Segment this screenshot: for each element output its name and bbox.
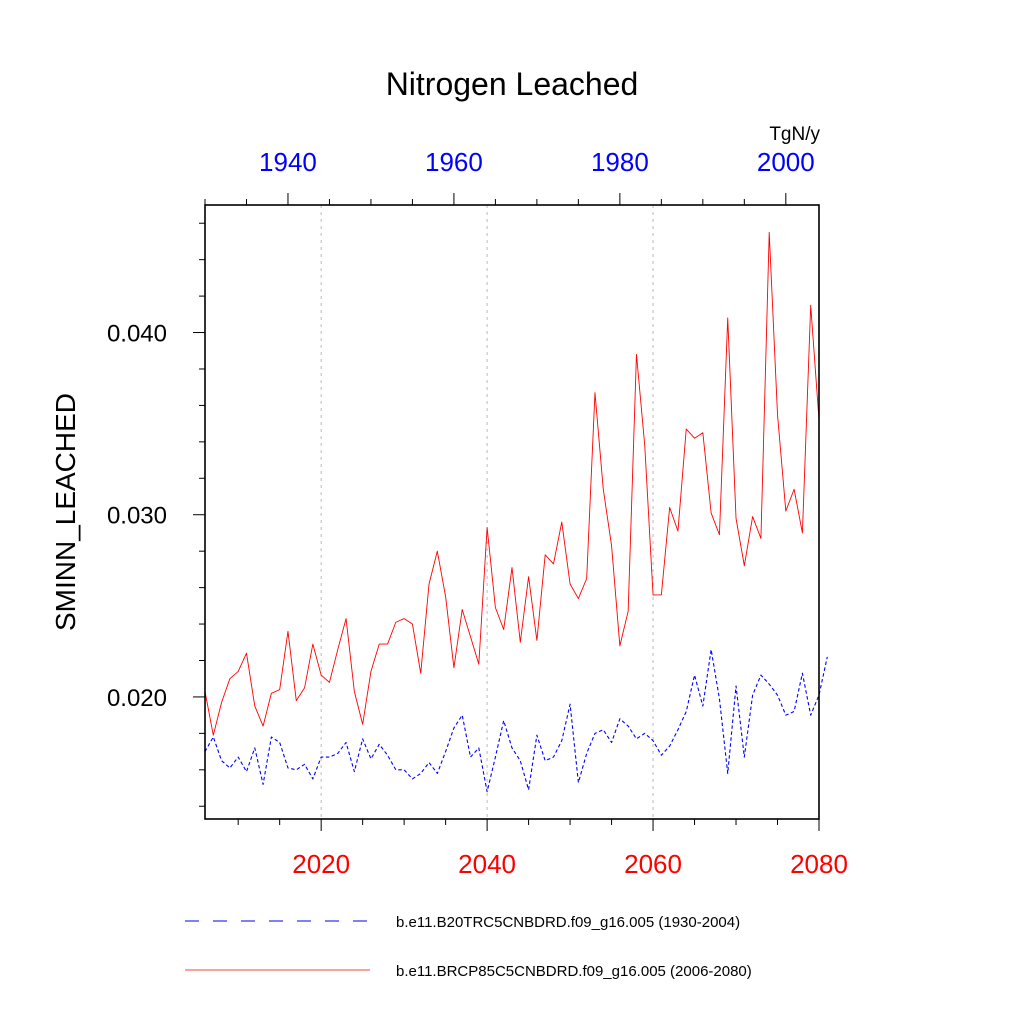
legend-label-historical: b.e11.B20TRC5CNBDRD.f09_g16.005 (1930-20… bbox=[396, 914, 740, 931]
legend-label-rcp85: b.e11.BRCP85C5CNBDRD.f09_g16.005 (2006-2… bbox=[396, 963, 752, 980]
bottom-tick-label-2080: 2080 bbox=[790, 849, 848, 879]
plot-frame bbox=[204, 204, 820, 820]
bottom-tick-label-2020: 2020 bbox=[292, 849, 350, 879]
y-axis-label: SMINN_LEACHED bbox=[50, 393, 81, 631]
legend: b.e11.B20TRC5CNBDRD.f09_g16.005 (1930-20… bbox=[185, 914, 752, 980]
chart-title: Nitrogen Leached bbox=[386, 66, 639, 102]
top-tick-labels: 1940 1960 1980 2000 bbox=[259, 147, 815, 177]
top-tick-label-1980: 1980 bbox=[591, 147, 649, 177]
bottom-tick-label-2060: 2060 bbox=[624, 849, 682, 879]
bottom-tick-label-2040: 2040 bbox=[458, 849, 516, 879]
units-label: TgN/y bbox=[769, 124, 820, 145]
top-tick-label-1940: 1940 bbox=[259, 147, 317, 177]
axis-ticks bbox=[193, 193, 820, 831]
y-tick-label-0.030: 0.030 bbox=[107, 503, 167, 530]
series-layer bbox=[204, 231, 828, 793]
y-tick-labels: 0.020 0.030 0.040 bbox=[107, 321, 167, 712]
y-tick-label-0.020: 0.020 bbox=[107, 685, 167, 712]
grid-lines bbox=[320, 205, 654, 819]
y-tick-label-0.040: 0.040 bbox=[107, 321, 167, 348]
top-tick-label-1960: 1960 bbox=[425, 147, 483, 177]
bottom-tick-labels: 2020 2040 2060 2080 bbox=[292, 849, 848, 879]
top-tick-label-2000: 2000 bbox=[757, 147, 815, 177]
series-line-historical bbox=[204, 649, 828, 793]
series-line-rcp85 bbox=[204, 231, 820, 736]
